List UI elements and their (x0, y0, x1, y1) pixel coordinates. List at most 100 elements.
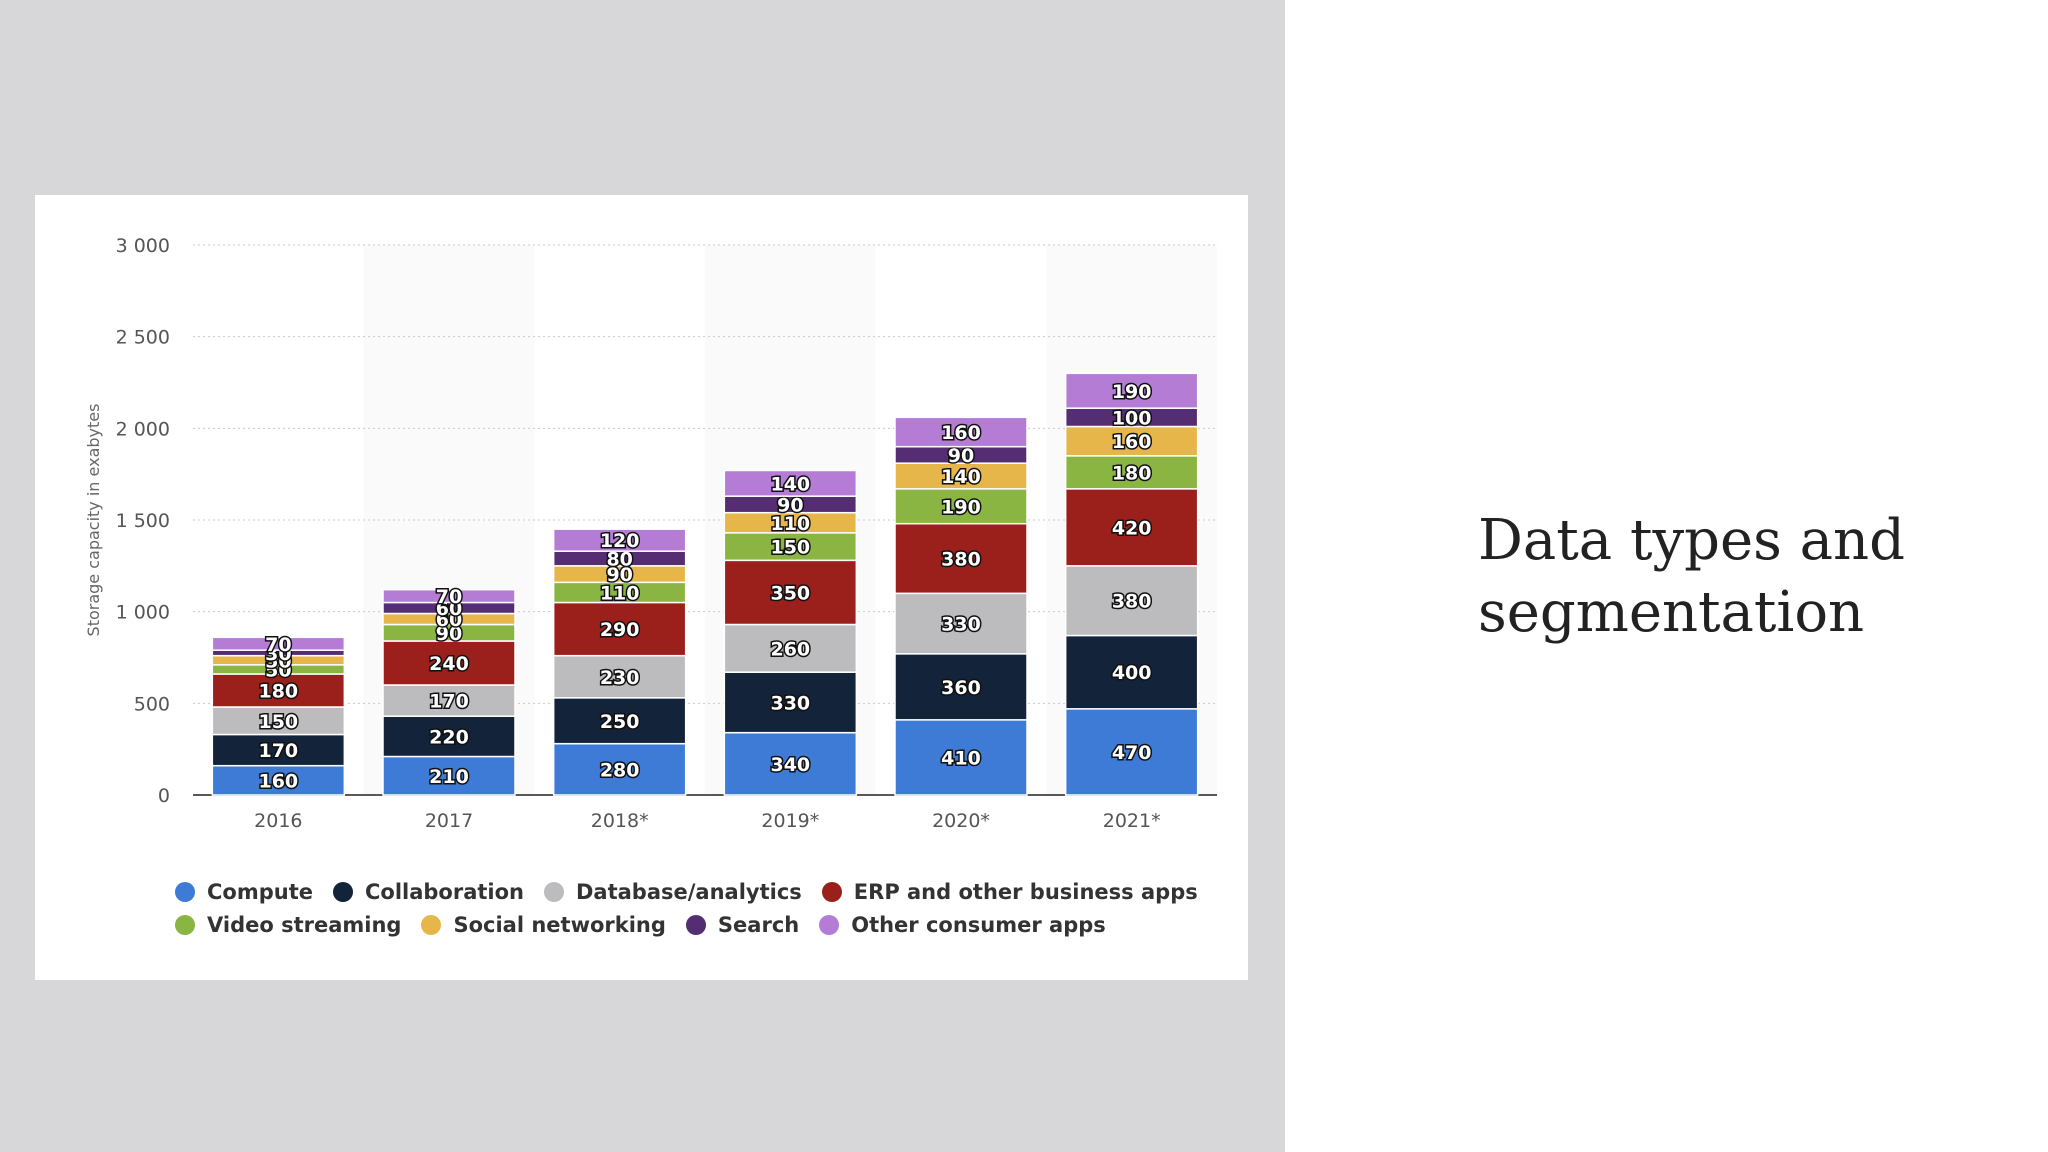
data-label: 330 (941, 614, 981, 636)
legend-label: Database/analytics (576, 879, 802, 904)
bar-segment[interactable] (723, 623, 858, 673)
bar-segment[interactable] (382, 755, 516, 796)
data-label: 100 (1112, 407, 1152, 429)
data-label: 120 (600, 530, 640, 552)
bar-segment[interactable] (211, 764, 346, 796)
y-tick-label: 500 (134, 693, 170, 715)
bar-segment[interactable] (211, 706, 346, 736)
legend-swatch (175, 914, 195, 935)
data-label: 70 (436, 586, 462, 608)
chart-panel-background: 0 500 1 000 1 500 2 000 2 500 3 000 Storage cap… (0, 0, 1285, 1152)
data-label: 380 (1112, 591, 1152, 613)
bar-segment[interactable] (894, 416, 1028, 448)
bar-segment[interactable] (382, 588, 516, 604)
bar-segment[interactable] (552, 528, 687, 552)
data-label: 160 (1112, 431, 1152, 453)
data-label: 380 (941, 549, 981, 571)
bar-segment[interactable] (723, 559, 858, 626)
data-label: 190 (941, 496, 981, 518)
legend-swatch (544, 881, 564, 902)
x-tick-label: 2021* (1103, 810, 1161, 832)
stacked-bar-chart: 0 500 1 000 1 500 2 000 2 500 3 000 Storage cap… (84, 235, 1217, 832)
data-label: 180 (258, 681, 298, 703)
data-label: 170 (429, 691, 469, 713)
x-tick-label: 2020* (932, 810, 990, 832)
legend-label: ERP and other business apps (853, 879, 1198, 904)
legend-item[interactable]: Social networking (421, 912, 666, 937)
data-label: 410 (941, 747, 981, 769)
bar-segment[interactable] (723, 469, 858, 497)
data-label: 90 (436, 623, 462, 645)
data-label: 110 (770, 513, 810, 535)
legend-item[interactable]: Compute (175, 880, 313, 904)
bar-segment[interactable] (723, 731, 858, 796)
legend-label: Collaboration (364, 879, 524, 904)
data-label: 90 (948, 445, 974, 467)
data-label: 240 (429, 653, 469, 675)
data-label: 260 (770, 638, 810, 660)
y-tick-label: 2 500 (116, 327, 170, 349)
slide-title: Data types and segmentation (1478, 508, 1905, 645)
legend-row: Video streaming Social networking Search Ot… (175, 908, 1225, 941)
chart-card: 0 500 1 000 1 500 2 000 2 500 3 000 Storage cap… (35, 195, 1248, 980)
bar-segment[interactable] (211, 673, 346, 708)
legend-item[interactable]: Database/analytics (544, 880, 802, 904)
bar-segment[interactable] (211, 733, 346, 767)
data-label: 280 (600, 759, 640, 781)
data-label: 90 (606, 564, 632, 586)
legend-label: Other consumer apps (851, 912, 1106, 937)
data-label: 190 (1112, 381, 1152, 403)
bar-segment[interactable] (552, 654, 687, 699)
bar-segment[interactable] (382, 715, 516, 758)
legend-item[interactable]: ERP and other business apps (821, 879, 1198, 904)
legend-item[interactable]: Collaboration (332, 879, 524, 904)
chart-legend: Compute Collaboration Database/analytics ER… (175, 875, 1225, 941)
bar-segment[interactable] (552, 742, 687, 796)
legend-item[interactable]: Video streaming (175, 913, 401, 937)
bar-segment[interactable] (1064, 708, 1199, 796)
bar-segment[interactable] (1064, 425, 1199, 457)
legend-swatch (332, 881, 353, 902)
legend-swatch (685, 914, 706, 935)
legend-label: Video streaming (207, 912, 402, 937)
data-label: 230 (600, 667, 640, 689)
bar-segment[interactable] (1064, 565, 1199, 637)
data-label: 210 (429, 766, 469, 788)
data-label: 140 (941, 466, 981, 488)
data-label: 170 (258, 740, 298, 762)
x-tick-label: 2016 (254, 810, 302, 832)
data-label: 360 (941, 677, 981, 699)
bar-segment[interactable] (382, 684, 516, 717)
legend-swatch (421, 914, 442, 935)
legend-item[interactable]: Other consumer apps (819, 913, 1106, 937)
bar-segment[interactable] (1064, 634, 1199, 710)
x-tick-label: 2018* (591, 810, 649, 832)
bar-segment[interactable] (723, 671, 858, 734)
data-label: 70 (265, 634, 291, 656)
legend-label: Search (717, 912, 800, 937)
y-tick-label: 2 000 (116, 418, 170, 440)
bar-segment[interactable] (1064, 488, 1199, 567)
x-tick-label: 2017 (425, 810, 473, 832)
data-label: 160 (258, 770, 298, 792)
data-label: 140 (770, 473, 810, 495)
legend-item[interactable]: Search (685, 912, 800, 937)
data-label: 250 (600, 711, 640, 733)
legend-row: Compute Collaboration Database/analytics ER… (175, 875, 1225, 908)
y-tick-label: 1 000 (116, 602, 170, 624)
data-label: 350 (770, 582, 810, 604)
data-label: 220 (429, 726, 469, 748)
bar-segment[interactable] (211, 636, 346, 651)
legend-label: Social networking (453, 912, 666, 937)
data-label: 160 (941, 422, 981, 444)
data-label: 290 (600, 619, 640, 641)
legend-swatch (821, 881, 842, 902)
legend-swatch (175, 881, 195, 902)
data-label: 330 (770, 692, 810, 714)
bar-segment[interactable] (1064, 372, 1199, 409)
data-label: 470 (1112, 742, 1152, 764)
x-tick-label: 2019* (761, 810, 819, 832)
y-tick-label: 1 500 (116, 510, 170, 532)
data-label: 180 (1112, 462, 1152, 484)
data-label: 400 (1112, 662, 1152, 684)
